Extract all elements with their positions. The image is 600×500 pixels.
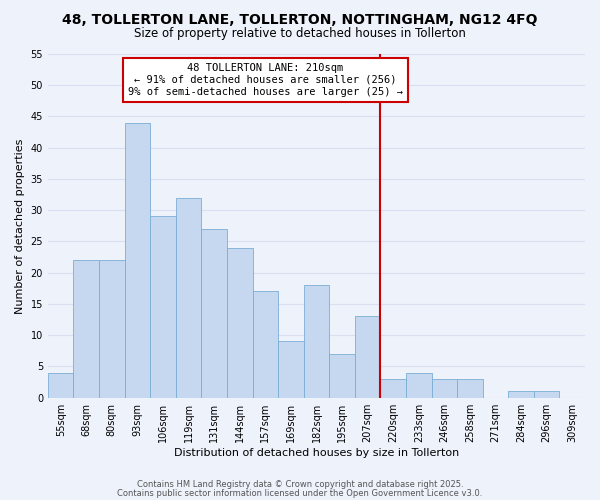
Bar (253, 292, 278, 398)
Bar (99, 260, 125, 398)
Text: 48 TOLLERTON LANE: 210sqm
← 91% of detached houses are smaller (256)
9% of semi-: 48 TOLLERTON LANE: 210sqm ← 91% of detac… (128, 64, 403, 96)
Text: 48, TOLLERTON LANE, TOLLERTON, NOTTINGHAM, NG12 4FQ: 48, TOLLERTON LANE, TOLLERTON, NOTTINGHA… (62, 12, 538, 26)
Bar (73, 260, 99, 398)
Bar (406, 372, 431, 398)
Bar (278, 342, 304, 398)
Text: Contains public sector information licensed under the Open Government Licence v3: Contains public sector information licen… (118, 488, 482, 498)
Text: Contains HM Land Registry data © Crown copyright and database right 2025.: Contains HM Land Registry data © Crown c… (137, 480, 463, 489)
Bar (457, 379, 482, 398)
Bar (508, 392, 534, 398)
Bar (125, 122, 150, 398)
Bar (227, 248, 253, 398)
Text: Size of property relative to detached houses in Tollerton: Size of property relative to detached ho… (134, 28, 466, 40)
Bar (150, 216, 176, 398)
Bar (380, 379, 406, 398)
Bar (304, 285, 329, 398)
Bar (431, 379, 457, 398)
Bar (202, 229, 227, 398)
Bar (329, 354, 355, 398)
Bar (48, 372, 73, 398)
Bar (176, 198, 202, 398)
Bar (534, 392, 559, 398)
Y-axis label: Number of detached properties: Number of detached properties (15, 138, 25, 314)
X-axis label: Distribution of detached houses by size in Tollerton: Distribution of detached houses by size … (174, 448, 459, 458)
Bar (355, 316, 380, 398)
